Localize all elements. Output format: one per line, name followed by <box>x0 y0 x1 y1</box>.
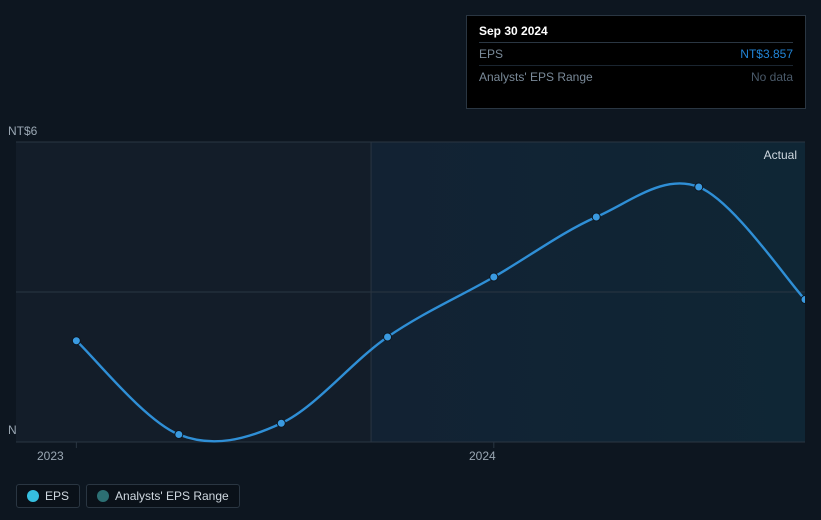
legend-label-eps: EPS <box>45 489 69 503</box>
legend-item-range[interactable]: Analysts' EPS Range <box>86 484 240 508</box>
tooltip: Sep 30 2024 EPS NT$3.857 Analysts' EPS R… <box>466 15 806 109</box>
tooltip-row: EPS NT$3.857 <box>479 43 793 66</box>
chart-area <box>16 120 805 500</box>
tooltip-value-range: No data <box>751 70 793 84</box>
x-axis-label-2024: 2024 <box>469 449 496 463</box>
legend-item-eps[interactable]: EPS <box>16 484 80 508</box>
legend: EPS Analysts' EPS Range <box>16 484 240 508</box>
legend-label-range: Analysts' EPS Range <box>115 489 229 503</box>
tooltip-label-eps: EPS <box>479 47 503 61</box>
x-axis-label-2023: 2023 <box>37 449 64 463</box>
tooltip-title: Sep 30 2024 <box>479 24 793 43</box>
legend-swatch-eps <box>27 490 39 502</box>
actual-label: Actual <box>764 148 797 162</box>
line-chart <box>16 120 805 460</box>
tooltip-row: Analysts' EPS Range No data <box>479 66 793 88</box>
tooltip-label-range: Analysts' EPS Range <box>479 70 593 84</box>
tooltip-value-eps: NT$3.857 <box>740 47 793 61</box>
legend-swatch-range <box>97 490 109 502</box>
